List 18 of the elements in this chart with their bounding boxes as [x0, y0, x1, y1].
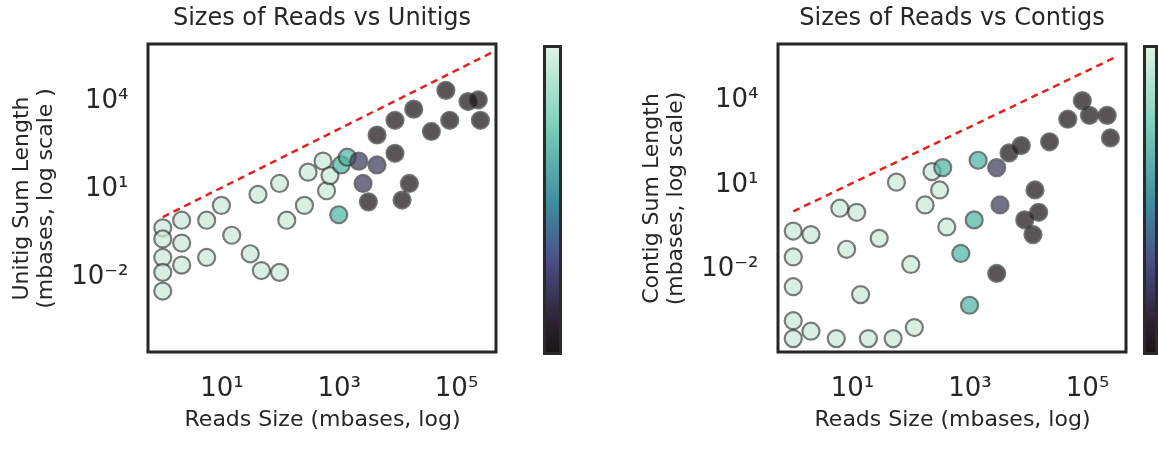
chart-title: Sizes of Reads vs Unitigs: [172, 3, 472, 31]
x-tick-label: 10⁵: [1065, 371, 1110, 402]
y-axis-title: Unitig Sum Length (mbases, log scale ): [8, 88, 58, 309]
x-tick-label: 10³: [317, 371, 361, 402]
x-tick-label: 10¹: [830, 371, 875, 402]
x-axis-title: Reads Size (mbases, log): [814, 405, 1091, 431]
x-tick-label: 10⁵: [434, 371, 479, 402]
y-tick-label: 10¹: [84, 172, 129, 203]
y-axis-title: Contig Sum Length (mbases, log scale): [638, 91, 688, 306]
chart-title: Sizes of Reads vs Contigs: [799, 3, 1105, 31]
x-tick-label: 10¹: [200, 371, 244, 402]
x-tick-label: 10³: [948, 371, 992, 402]
y-tick-label: 10⁻²: [701, 252, 759, 283]
y-tick-label: 10⁴: [84, 84, 129, 115]
y-tick-label: 10¹: [714, 167, 759, 198]
y-tick-label: 10⁴: [714, 83, 759, 114]
x-axis-title: Reads Size (mbases, log): [184, 405, 461, 431]
y-tick-label: 10⁻²: [71, 260, 129, 291]
